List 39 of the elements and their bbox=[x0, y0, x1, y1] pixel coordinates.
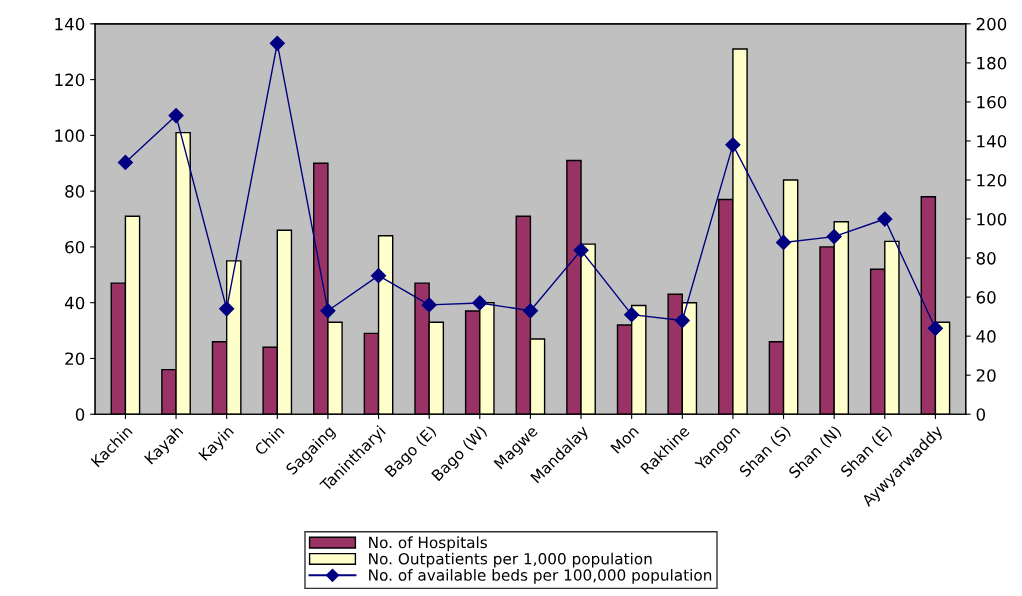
y2-tick-label: 80 bbox=[976, 252, 996, 265]
y-tick-label: 20 bbox=[65, 352, 85, 366]
point bbox=[117, 154, 133, 170]
y2-tick-label: 180 bbox=[977, 56, 1007, 70]
y2-tick-label: 20 bbox=[976, 369, 996, 382]
y2-tick-label: 140 bbox=[977, 134, 1007, 148]
y2-tick-label: 120 bbox=[977, 173, 1007, 187]
point bbox=[573, 242, 589, 258]
y-tick-label: 100 bbox=[55, 129, 85, 142]
y-tick-label: 140 bbox=[55, 17, 85, 31]
legend-label: No. Outpatients per 1,000 population bbox=[369, 552, 652, 568]
point bbox=[927, 320, 943, 336]
y2-tick-label: 60 bbox=[976, 291, 996, 304]
point bbox=[168, 108, 184, 124]
point bbox=[472, 295, 488, 311]
legend-label: No. of available beds per 100,000 population bbox=[369, 568, 712, 584]
y-tick-label: 40 bbox=[64, 296, 85, 310]
point bbox=[877, 211, 893, 227]
point bbox=[522, 303, 538, 319]
point bbox=[219, 301, 235, 317]
point bbox=[320, 303, 336, 319]
point bbox=[370, 268, 387, 284]
y-tick-label: 120 bbox=[55, 73, 85, 87]
y2-tick-label: 40 bbox=[976, 330, 996, 343]
y2-tick-label: 100 bbox=[977, 212, 1007, 226]
point bbox=[775, 234, 792, 251]
y-tick-label: 80 bbox=[65, 185, 85, 198]
point bbox=[725, 137, 741, 153]
legend-label: No. of Hospitals bbox=[369, 536, 487, 552]
point bbox=[674, 312, 690, 329]
point bbox=[624, 307, 640, 323]
point bbox=[421, 297, 437, 313]
point bbox=[826, 229, 842, 245]
y-tick-label: 0 bbox=[75, 408, 85, 421]
point bbox=[269, 35, 285, 51]
y2-tick-label: 0 bbox=[976, 408, 986, 421]
y-tick-label: 60 bbox=[65, 240, 85, 254]
y2-tick-label: 200 bbox=[976, 17, 1007, 31]
y2-tick-label: 160 bbox=[977, 95, 1007, 109]
